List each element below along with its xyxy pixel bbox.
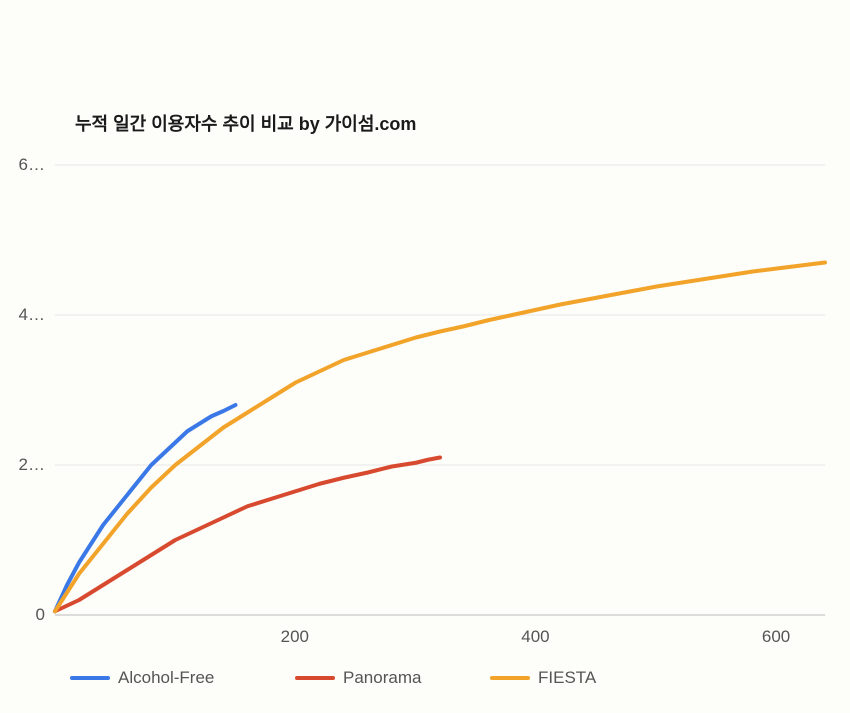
legend-label: FIESTA [538, 668, 596, 688]
chart-plot [0, 0, 850, 713]
legend-swatch [490, 676, 530, 680]
legend-label: Panorama [343, 668, 421, 688]
y-tick-label: 2… [19, 455, 45, 475]
legend-swatch [70, 676, 110, 680]
legend-item: FIESTA [490, 668, 596, 688]
x-tick-label: 400 [521, 627, 549, 647]
legend-label: Alcohol-Free [118, 668, 214, 688]
legend-item: Panorama [295, 668, 421, 688]
legend-swatch [295, 676, 335, 680]
y-tick-label: 4… [19, 305, 45, 325]
y-tick-label: 6… [19, 155, 45, 175]
x-tick-label: 200 [281, 627, 309, 647]
legend-item: Alcohol-Free [70, 668, 214, 688]
chart-container: 누적 일간 이용자수 추이 비교 by 가이섬.com Alcohol-Free… [0, 0, 850, 713]
chart-title: 누적 일간 이용자수 추이 비교 by 가이섬.com [75, 110, 416, 136]
x-tick-label: 600 [762, 627, 790, 647]
y-tick-label: 0 [36, 605, 45, 625]
